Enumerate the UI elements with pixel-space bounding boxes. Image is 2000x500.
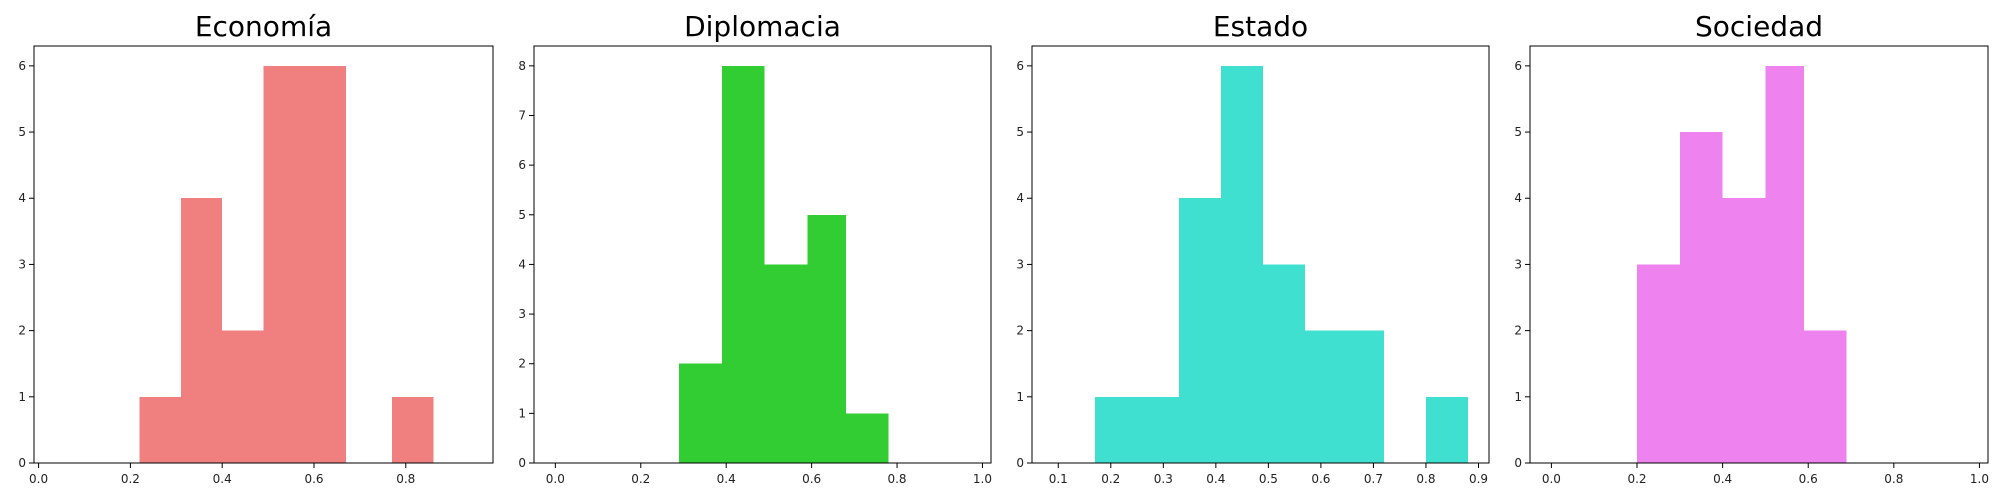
histogram-bar — [139, 396, 181, 463]
histogram-bar — [1347, 330, 1384, 463]
x-tick-label: 0.2 — [1101, 472, 1120, 486]
histogram-panel-1: 0.0 0.2 0.4 0.6 0.8 0 1 2 3 4 5 6 Economía — [18, 10, 494, 486]
x-tick-label: 0.8 — [1416, 472, 1435, 486]
y-tick-label: 3 — [518, 307, 526, 321]
y-tick-label: 2 — [518, 357, 526, 371]
y-tick-label: 6 — [18, 59, 26, 73]
y-tick-label: 2 — [1016, 324, 1024, 338]
x-tick-label: 0.5 — [1259, 472, 1278, 486]
y-tick-label: 0 — [1016, 456, 1024, 470]
x-tick-label: 0.8 — [1884, 472, 1903, 486]
plot-frame — [1529, 45, 1989, 464]
y-tick-label: 3 — [1514, 257, 1522, 271]
y-tick-label: 5 — [18, 125, 26, 139]
histogram-bar — [1425, 396, 1468, 463]
y-tick-label: 2 — [1514, 324, 1522, 338]
y-tick-label: 7 — [518, 109, 526, 123]
y-tick-label: 0 — [1514, 456, 1522, 470]
histogram-bar — [1637, 264, 1680, 463]
histogram-bar — [1179, 198, 1222, 463]
x-tick-label: 1.0 — [1970, 472, 1989, 486]
x-tick-label: 0.9 — [1469, 472, 1488, 486]
y-tick-label: 1 — [18, 390, 26, 404]
plot-frame — [1031, 45, 1490, 464]
y-tick-label: 5 — [1016, 125, 1024, 139]
x-tick-label: 0.4 — [213, 472, 232, 486]
y-tick-label: 4 — [1016, 191, 1024, 205]
y-tick-label: 4 — [518, 257, 526, 271]
x-tick-label: 0.2 — [121, 472, 140, 486]
histogram-panel-4: 0.0 0.2 0.4 0.6 0.8 1.0 0 1 2 3 4 5 6 Sociedad — [1514, 10, 1989, 486]
plot-frame — [33, 45, 494, 464]
y-tick-label: 6 — [1016, 59, 1024, 73]
y-tick-label: 0 — [518, 456, 526, 470]
x-tick-label: 0.6 — [802, 472, 821, 486]
y-tick-label: 0 — [18, 456, 26, 470]
x-tick-label: 0.8 — [396, 472, 415, 486]
panel-title: Economía — [195, 10, 332, 43]
y-tick-label: 1 — [1514, 390, 1522, 404]
y-tick-label: 4 — [18, 191, 26, 205]
histogram-panel-3: 0.1 0.2 0.3 0.4 0.5 0.6 0.7 0.8 0.9 0 1 2 3 4 5 6 Estado — [1016, 10, 1490, 486]
panel-title: Estado — [1213, 10, 1308, 43]
histogram-bar — [222, 330, 264, 463]
x-tick-label: 1.0 — [973, 472, 992, 486]
x-tick-label: 0.2 — [631, 472, 650, 486]
x-tick-label: 0.6 — [1311, 472, 1330, 486]
histogram-bar — [1679, 132, 1723, 464]
x-tick-label: 0.0 — [29, 472, 48, 486]
x-tick-label: 0.3 — [1154, 472, 1173, 486]
histogram-bar — [180, 198, 223, 463]
x-tick-label: 0.0 — [546, 472, 565, 486]
x-tick-label: 0.1 — [1049, 472, 1068, 486]
x-tick-label: 0.8 — [887, 472, 906, 486]
histogram-panel-2: 0.0 0.2 0.4 0.6 0.8 1.0 0 1 2 3 4 5 6 7 8 Diplomacia — [518, 10, 992, 486]
y-tick-label: 6 — [1514, 59, 1522, 73]
x-tick-label: 0.7 — [1364, 472, 1383, 486]
histogram-bar — [845, 413, 889, 463]
y-tick-label: 3 — [18, 257, 26, 271]
histogram-bar — [1095, 396, 1138, 463]
y-tick-label: 1 — [518, 406, 526, 420]
histogram-bar — [1221, 65, 1264, 463]
plot-frame — [533, 45, 992, 464]
histogram-bar — [679, 363, 722, 463]
x-tick-label: 0.4 — [717, 472, 736, 486]
x-tick-label: 0.4 — [1713, 472, 1732, 486]
y-tick-label: 4 — [1514, 191, 1522, 205]
y-tick-label: 3 — [1016, 257, 1024, 271]
y-tick-label: 2 — [18, 324, 26, 338]
y-tick-label: 5 — [1514, 125, 1522, 139]
y-tick-label: 1 — [1016, 390, 1024, 404]
y-tick-label: 8 — [518, 59, 526, 73]
panel-title: Diplomacia — [684, 10, 841, 43]
x-tick-label: 0.6 — [304, 472, 323, 486]
histogram-bar — [1305, 330, 1348, 463]
histogram-bar — [764, 264, 808, 463]
histogram-bar — [807, 214, 846, 463]
histogram-bar — [1137, 396, 1180, 463]
histogram-bar — [1765, 65, 1804, 463]
x-tick-label: 0.2 — [1627, 472, 1646, 486]
x-tick-label: 0.0 — [1542, 472, 1561, 486]
y-tick-label: 5 — [518, 208, 526, 222]
x-tick-label: 0.6 — [1799, 472, 1818, 486]
x-tick-label: 0.4 — [1206, 472, 1225, 486]
histogram-bar — [263, 65, 305, 463]
histogram-bar — [392, 396, 434, 463]
histogram-bar — [1722, 198, 1766, 463]
histogram-bar — [721, 65, 765, 463]
histogram-bar — [1803, 330, 1847, 463]
panel-title: Sociedad — [1695, 10, 1823, 43]
histogram-bar — [1263, 264, 1306, 463]
y-tick-label: 6 — [518, 158, 526, 172]
histogram-bar — [304, 65, 347, 463]
